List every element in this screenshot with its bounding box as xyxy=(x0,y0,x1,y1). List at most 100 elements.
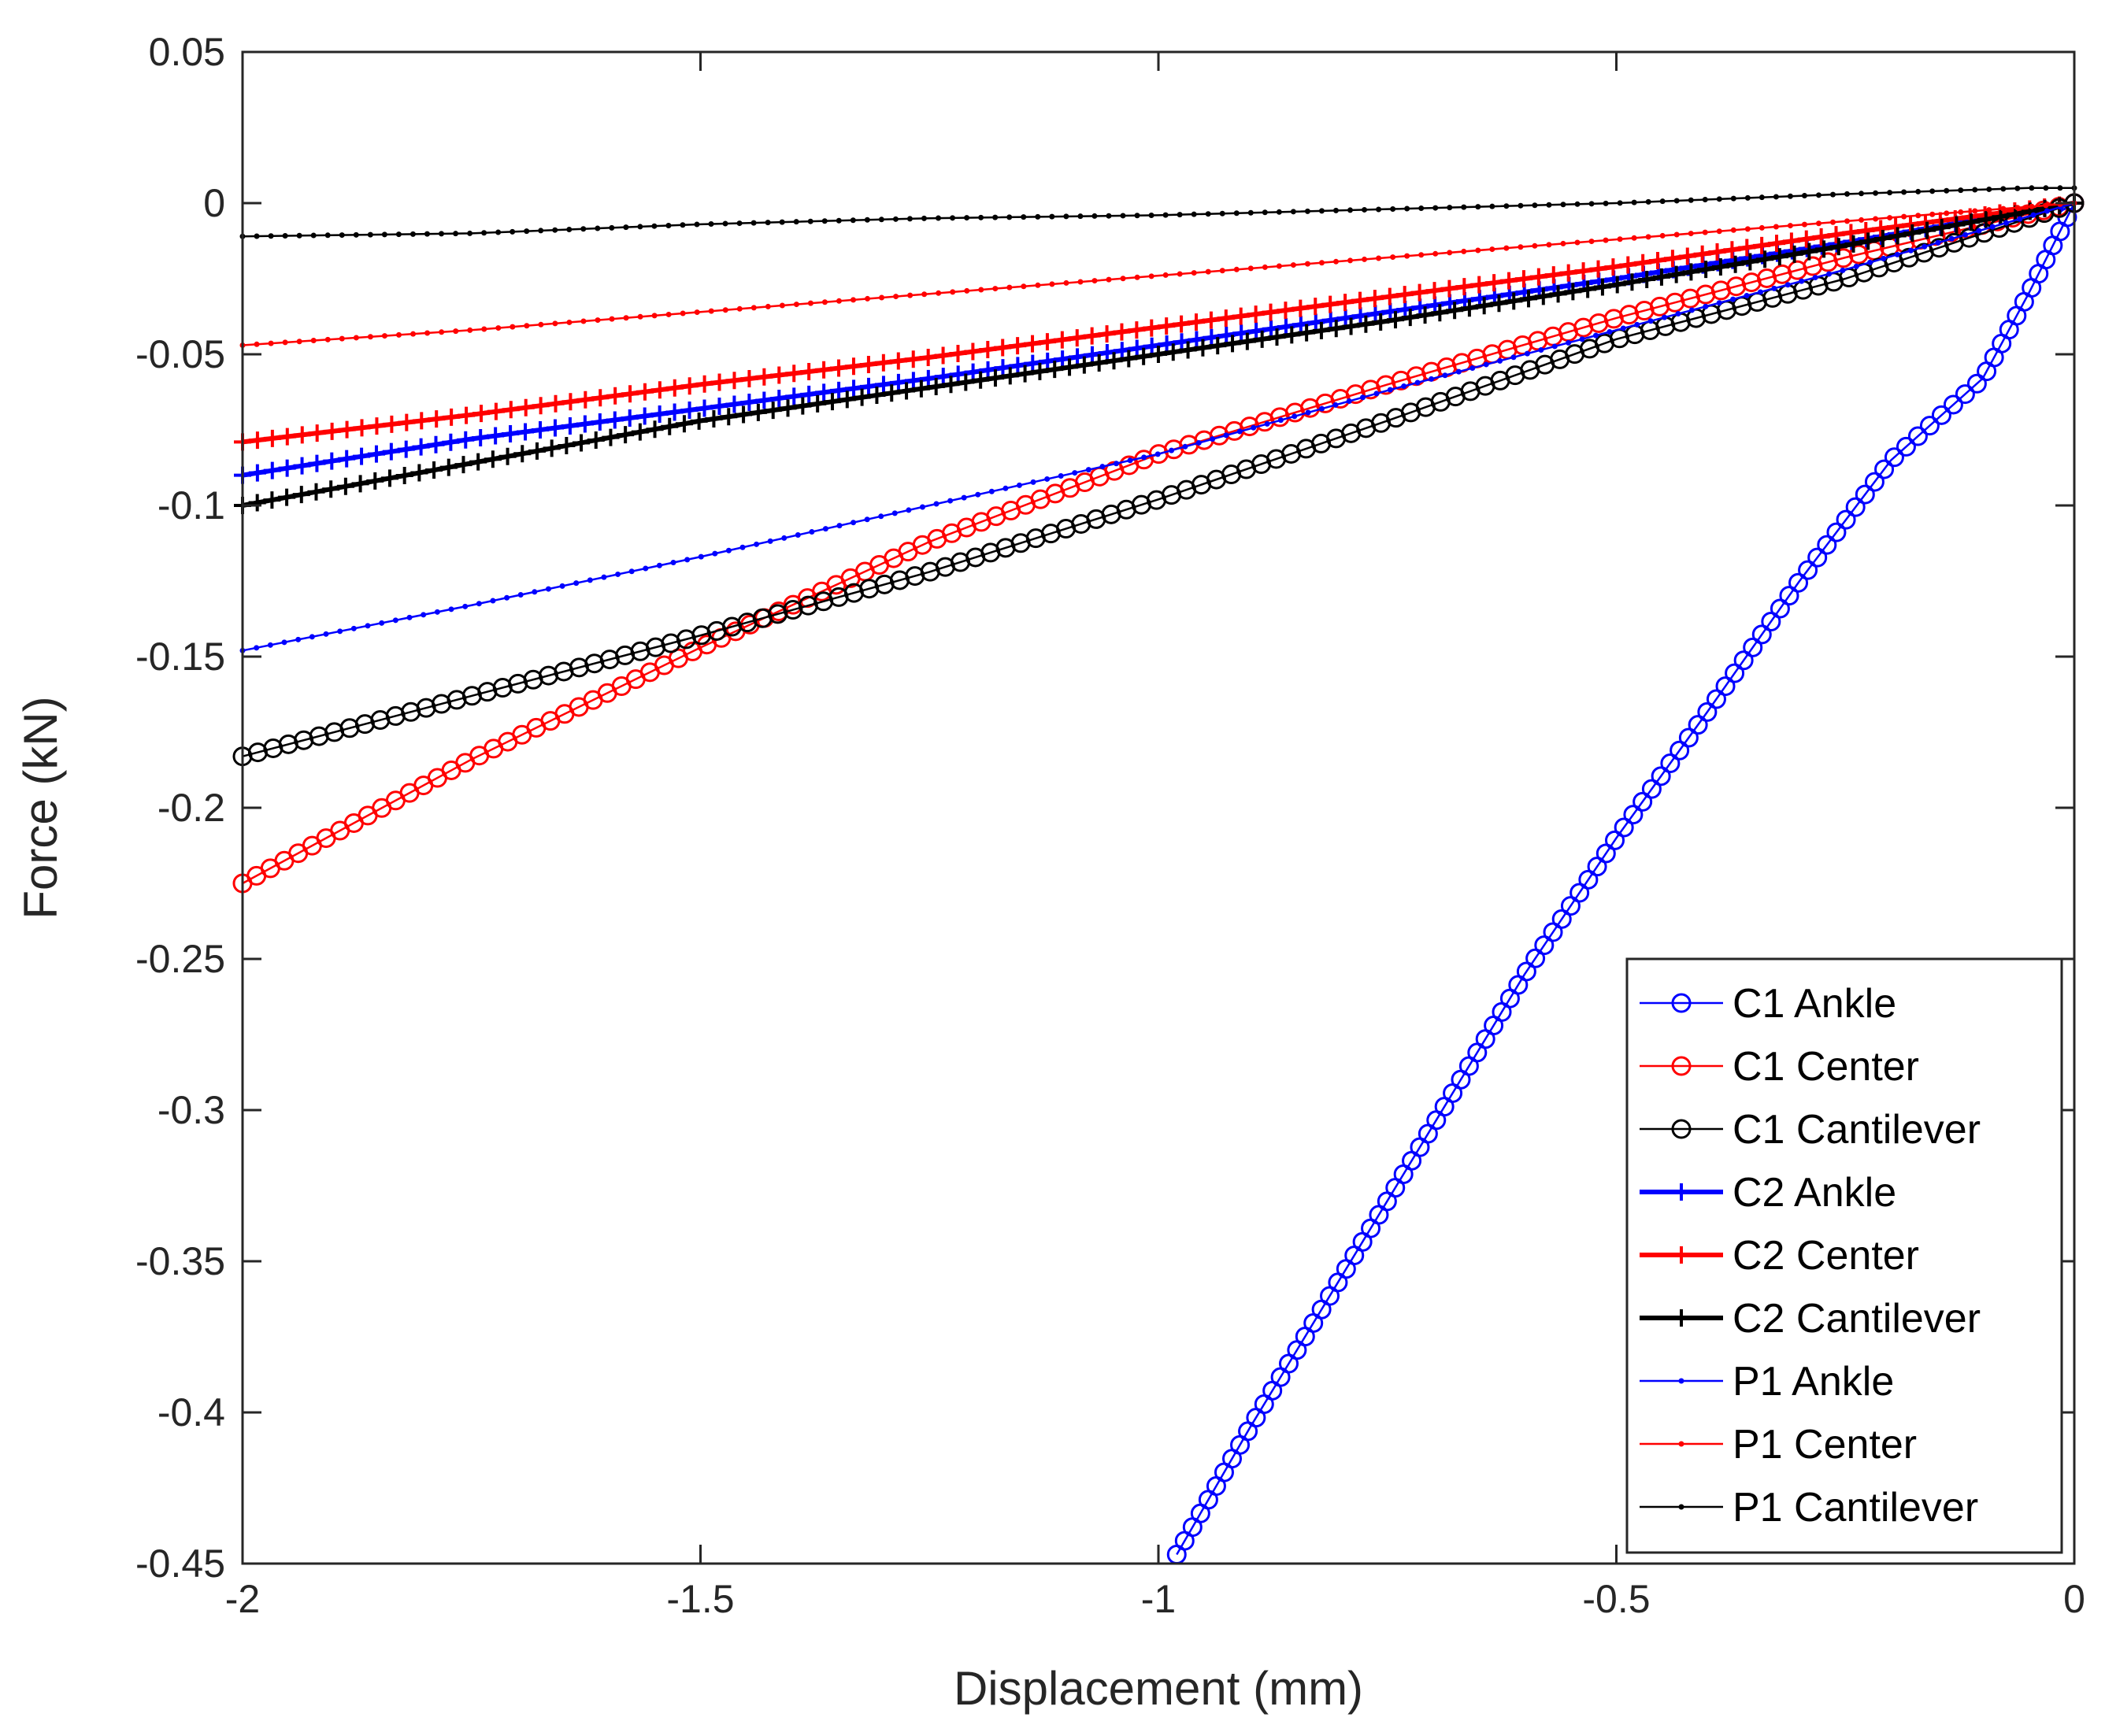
data-point xyxy=(1223,432,1229,439)
data-point xyxy=(1645,234,1651,240)
data-point xyxy=(1688,197,1694,203)
data-point xyxy=(781,535,788,541)
data-point xyxy=(1836,509,1856,530)
data-point xyxy=(793,302,799,308)
data-point xyxy=(695,399,713,417)
data-point xyxy=(1525,948,1546,968)
legend-item: C2 Ankle xyxy=(1640,1170,1896,1216)
legend-label: C2 Cantilever xyxy=(1733,1296,1981,1342)
data-point xyxy=(1907,426,1928,446)
data-point xyxy=(1623,273,1641,291)
data-point xyxy=(1373,391,1380,397)
data-point xyxy=(1782,232,1800,250)
data-point xyxy=(921,215,927,221)
data-point xyxy=(1607,329,1613,335)
data-point xyxy=(975,491,981,498)
data-point xyxy=(353,231,359,238)
data-point xyxy=(809,394,827,413)
data-point xyxy=(396,331,402,338)
data-point xyxy=(1401,383,1407,390)
data-point xyxy=(844,357,862,376)
data-point xyxy=(1943,394,1963,415)
data-point xyxy=(1659,198,1666,205)
data-point xyxy=(1049,213,1055,220)
data-point xyxy=(933,501,939,507)
data-point xyxy=(650,405,669,423)
data-point xyxy=(934,368,952,386)
data-point xyxy=(1579,336,1585,342)
y-axis-label: Force (kN) xyxy=(14,696,67,919)
data-point xyxy=(532,420,550,439)
data-point xyxy=(883,384,901,402)
series-p1-ankle xyxy=(239,200,2077,653)
data-point xyxy=(986,369,1004,387)
data-point xyxy=(2029,203,2035,209)
data-point xyxy=(248,464,266,482)
data-point xyxy=(1894,251,1900,257)
legend-swatch-marker xyxy=(1673,1309,1690,1327)
data-point xyxy=(1645,198,1651,205)
data-point xyxy=(2014,185,2021,191)
data-point xyxy=(665,311,672,317)
data-point xyxy=(1483,361,1489,368)
data-point xyxy=(573,580,580,587)
data-point xyxy=(2044,208,2050,214)
data-point xyxy=(1992,208,2010,226)
data-point xyxy=(650,381,669,399)
data-point xyxy=(1534,287,1552,305)
data-point xyxy=(2036,199,2054,217)
data-point xyxy=(1162,272,1169,278)
data-point xyxy=(1675,311,1681,317)
data-point xyxy=(1380,287,1399,305)
series-layer xyxy=(232,185,2085,1564)
data-point xyxy=(1903,224,1922,242)
data-point xyxy=(1179,341,1197,359)
data-point xyxy=(1799,278,1805,284)
data-point xyxy=(992,286,999,292)
data-point xyxy=(2029,185,2035,191)
data-point xyxy=(338,450,356,468)
data-point xyxy=(710,373,728,391)
data-point xyxy=(1697,261,1715,279)
data-point xyxy=(1659,232,1666,239)
data-point xyxy=(1798,560,1818,580)
data-point xyxy=(1902,216,1920,234)
data-point xyxy=(267,642,273,648)
data-point xyxy=(382,442,400,461)
data-point xyxy=(606,387,624,405)
data-point xyxy=(336,477,354,495)
data-point xyxy=(1896,436,1916,457)
data-point xyxy=(1134,213,1140,219)
y-tick-label: -0.35 xyxy=(135,1239,225,1283)
data-point xyxy=(278,428,296,446)
data-point xyxy=(1475,297,1493,315)
data-point xyxy=(1855,484,1875,505)
data-point xyxy=(1595,843,1616,864)
data-point xyxy=(254,341,260,347)
data-point xyxy=(1631,235,1637,241)
data-point xyxy=(1113,461,1119,467)
data-point xyxy=(1318,405,1325,412)
data-point xyxy=(1072,470,1078,476)
data-point xyxy=(853,388,871,406)
data-point xyxy=(448,606,454,613)
data-point xyxy=(1800,242,1818,261)
data-point xyxy=(1593,278,1611,296)
data-point xyxy=(1817,535,1837,555)
data-point xyxy=(1077,279,1084,285)
data-point xyxy=(1143,319,1161,337)
data-point xyxy=(1113,323,1131,341)
data-point xyxy=(293,426,311,444)
data-point xyxy=(1387,311,1405,329)
data-point xyxy=(1830,219,1836,225)
data-point xyxy=(1815,192,1821,198)
data-point xyxy=(467,230,473,236)
data-point xyxy=(736,305,743,312)
data-point xyxy=(1061,358,1079,376)
data-point xyxy=(1283,326,1301,344)
data-point xyxy=(874,376,892,394)
data-point xyxy=(1148,273,1154,279)
data-point xyxy=(1490,294,1508,313)
data-point xyxy=(1016,482,1022,488)
data-point xyxy=(1306,298,1325,316)
